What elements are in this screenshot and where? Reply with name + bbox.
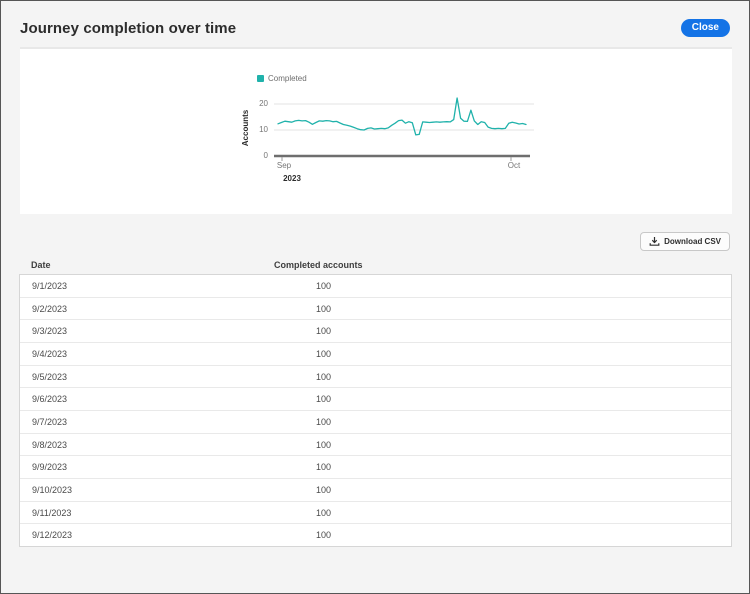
- cell-completed-accounts: 100: [315, 530, 332, 541]
- x-axis-tick-label-sep: Sep: [276, 161, 292, 170]
- cell-completed-accounts: 100: [315, 416, 332, 427]
- y-axis-title: Accounts: [241, 109, 250, 147]
- download-icon: [649, 237, 660, 246]
- cell-date: 9/3/2023: [32, 326, 68, 337]
- chart-panel: Completed 20 10 0 Accounts Sep Oct 2023: [20, 47, 732, 214]
- x-axis-tick-label-oct: Oct: [507, 161, 521, 170]
- cell-completed-accounts: 100: [315, 462, 332, 473]
- cell-date: 9/5/2023: [32, 371, 68, 382]
- cell-date: 9/10/2023: [32, 484, 73, 495]
- cell-completed-accounts: 100: [315, 484, 332, 495]
- cell-completed-accounts: 100: [315, 280, 332, 291]
- table-row: 9/8/2023 100: [20, 433, 731, 457]
- x-axis-year-label: 2023: [283, 174, 301, 183]
- completed-series-line: [277, 97, 527, 136]
- table-row: 9/4/2023 100: [20, 343, 731, 366]
- table-header-row: Date Completed accounts: [19, 255, 732, 274]
- table-row: 9/6/2023 100: [20, 388, 731, 412]
- column-header-date: Date: [31, 259, 51, 270]
- legend-color-swatch-icon: [257, 75, 264, 82]
- y-axis-tick-20: 20: [259, 99, 268, 108]
- cell-completed-accounts: 100: [315, 348, 332, 359]
- table-row: 9/10/2023 100: [20, 479, 731, 502]
- chart-legend-item[interactable]: Completed: [257, 74, 307, 83]
- cell-completed-accounts: 100: [315, 371, 332, 382]
- page-title: Journey completion over time: [20, 20, 237, 37]
- column-header-completed-accounts: Completed accounts: [274, 259, 363, 270]
- table-row: 9/7/2023 100: [20, 411, 731, 434]
- cell-completed-accounts: 100: [315, 303, 332, 314]
- y-axis-tick-0: 0: [263, 151, 268, 160]
- line-chart: [274, 97, 534, 161]
- cell-date: 9/11/2023: [32, 507, 72, 518]
- cell-completed-accounts: 100: [315, 439, 332, 450]
- completed-accounts-table: 9/1/2023 100 9/2/2023 100 9/3/2023 100 9/4/202…: [19, 274, 732, 547]
- cell-date: 9/2/2023: [32, 303, 68, 314]
- cell-date: 9/9/2023: [32, 462, 68, 473]
- cell-date: 9/8/2023: [32, 439, 68, 450]
- table-row: 9/12/2023 100: [20, 524, 731, 547]
- cell-date: 9/1/2023: [32, 280, 68, 291]
- cell-date: 9/6/2023: [32, 394, 68, 405]
- cell-completed-accounts: 100: [315, 326, 332, 337]
- cell-date: 9/12/2023: [32, 530, 73, 541]
- close-button[interactable]: Close: [680, 19, 730, 37]
- table-row: 9/1/2023 100: [20, 275, 731, 298]
- table-row: 9/5/2023 100: [20, 365, 731, 389]
- cell-date: 9/4/2023: [32, 348, 68, 359]
- table-row: 9/2/2023 100: [20, 297, 731, 321]
- table-row: 9/11/2023 100: [20, 501, 731, 525]
- table-row: 9/9/2023 100: [20, 456, 731, 480]
- legend-label: Completed: [268, 74, 307, 83]
- download-csv-label: Download CSV: [664, 237, 721, 246]
- cell-completed-accounts: 100: [315, 394, 332, 405]
- cell-date: 9/7/2023: [32, 416, 68, 427]
- table-row: 9/3/2023 100: [20, 320, 731, 344]
- cell-completed-accounts: 100: [315, 507, 332, 518]
- download-csv-button[interactable]: Download CSV: [640, 232, 730, 251]
- y-axis-tick-10: 10: [259, 125, 268, 134]
